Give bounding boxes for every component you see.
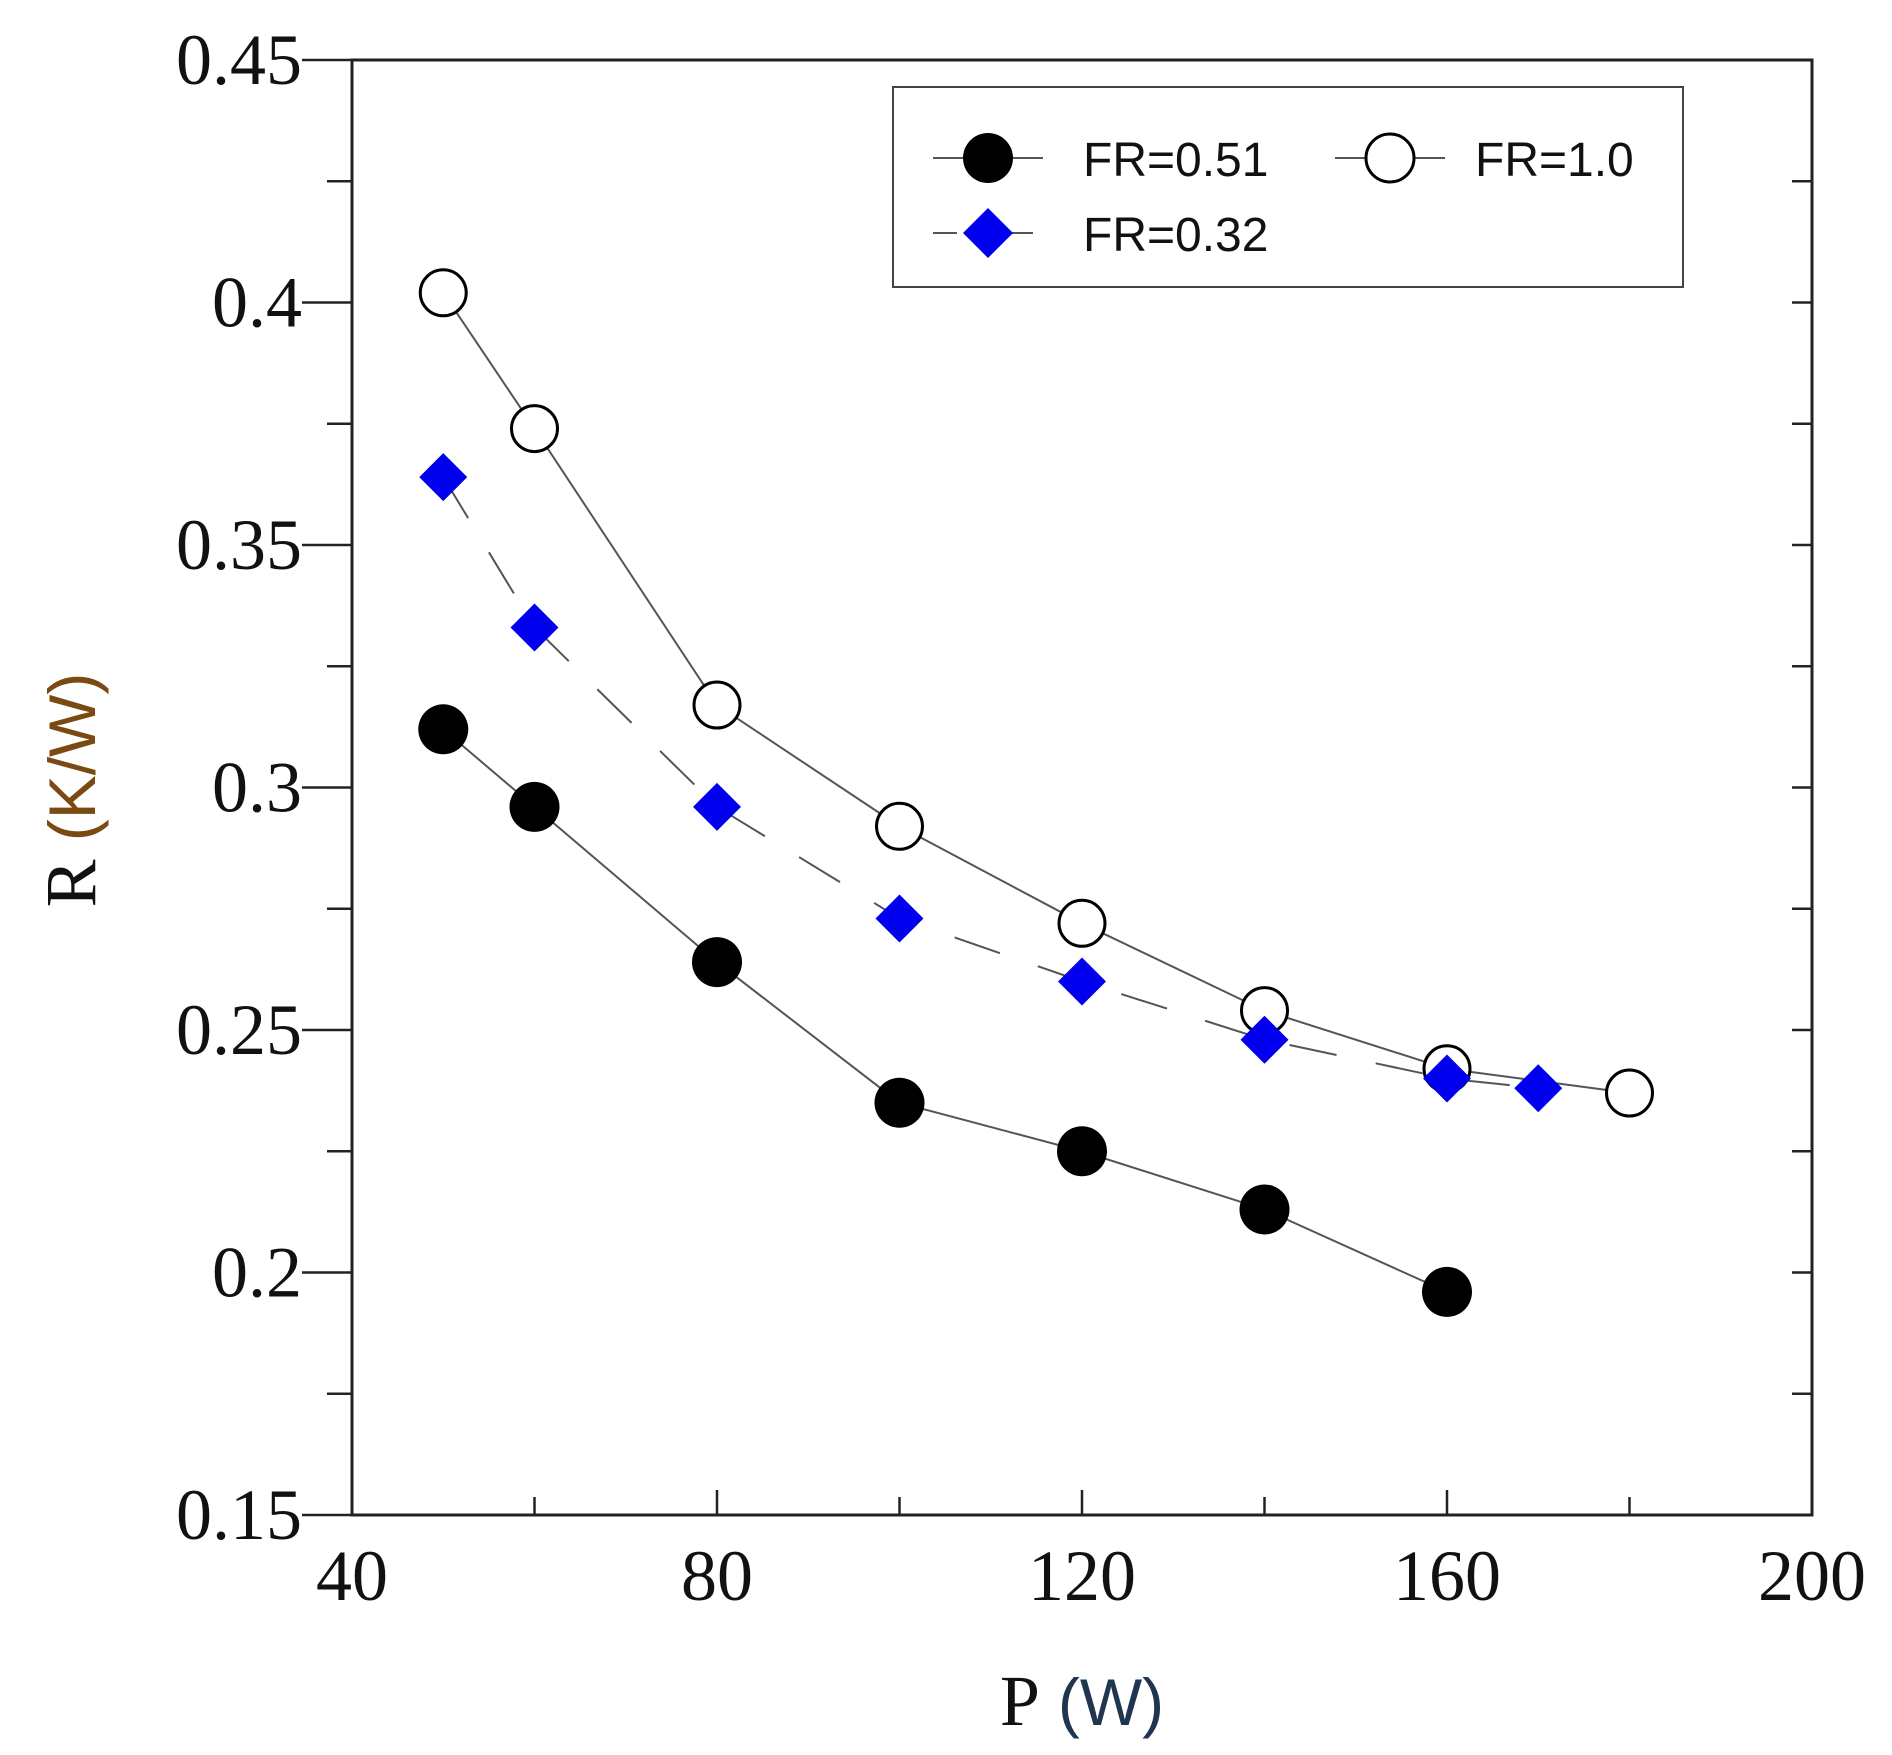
- data-point-fr10: [692, 680, 742, 730]
- y-axis-label: R (K/W): [31, 673, 111, 908]
- y-tick-label: 0.4: [212, 263, 302, 343]
- data-point-fr051: [1239, 1184, 1290, 1235]
- y-tick-label: 0.25: [176, 990, 302, 1070]
- data-point-fr051: [874, 1077, 925, 1128]
- data-point-fr032: [510, 603, 559, 652]
- data-point-fr032: [1240, 1015, 1289, 1064]
- data-point-fr032: [693, 782, 741, 831]
- data-point-fr10: [1057, 898, 1107, 948]
- y-tick-label: 0.2: [212, 1233, 302, 1313]
- data-point-fr051: [418, 704, 469, 755]
- series-layer: [418, 268, 1654, 1317]
- data-point-fr10: [875, 801, 924, 851]
- x-tick-label: 80: [681, 1536, 753, 1616]
- y-axis-symbol: R: [31, 859, 111, 907]
- y-tick-label: 0.45: [176, 20, 302, 100]
- x-axis-unit: (W): [1058, 1665, 1164, 1739]
- legend-label-fr051: FR=0.51: [1083, 134, 1268, 187]
- data-point-fr10: [510, 404, 559, 454]
- series-fr051: [418, 704, 1472, 1317]
- x-tick-label: 120: [1028, 1536, 1136, 1616]
- legend: FR=0.51 FR=1.0 FR=0.32: [892, 86, 1684, 288]
- y-tick-label: 0.15: [176, 1475, 302, 1555]
- x-tick-label: 40: [316, 1536, 388, 1616]
- legend-marker-fr032: [963, 208, 1013, 258]
- legend-marker-fr10: [1364, 132, 1416, 184]
- data-point-fr10: [418, 268, 468, 318]
- legend-label-fr032: FR=0.32: [1083, 209, 1268, 262]
- data-point-fr032: [419, 453, 468, 502]
- legend-marker-fr051: [963, 133, 1013, 183]
- data-point-fr10: [1605, 1068, 1654, 1118]
- series-line-fr032: [442, 476, 1539, 1090]
- series-line-fr10: [442, 292, 1630, 1095]
- data-point-fr032: [1423, 1054, 1471, 1103]
- series-fr032: [419, 453, 1563, 1113]
- y-tick-label: 0.35: [176, 505, 302, 585]
- series-fr10: [418, 268, 1654, 1118]
- legend-box: [892, 86, 1684, 288]
- data-point-fr032: [875, 894, 924, 943]
- x-axis-symbol: P: [1000, 1661, 1040, 1741]
- y-axis-unit: (K/W): [35, 673, 109, 842]
- data-point-fr051: [1057, 1126, 1107, 1177]
- x-tick-label: 160: [1393, 1536, 1501, 1616]
- x-tick-label: 200: [1758, 1536, 1866, 1616]
- data-point-fr051: [1422, 1266, 1472, 1317]
- legend-label-fr10: FR=1.0: [1475, 134, 1634, 187]
- data-point-fr032: [1058, 957, 1106, 1006]
- y-tick-label: 0.3: [212, 748, 302, 828]
- tick-layer: [302, 58, 1814, 1517]
- x-axis-label: P (W): [1000, 1661, 1164, 1741]
- data-point-fr051: [692, 937, 742, 988]
- data-point-fr032: [1514, 1064, 1563, 1113]
- tick-label-layer: 0.15 0.2 0.25 0.3 0.35 0.4 0.45 40 80 120 160 200: [176, 20, 1866, 1616]
- data-point-fr051: [509, 781, 560, 832]
